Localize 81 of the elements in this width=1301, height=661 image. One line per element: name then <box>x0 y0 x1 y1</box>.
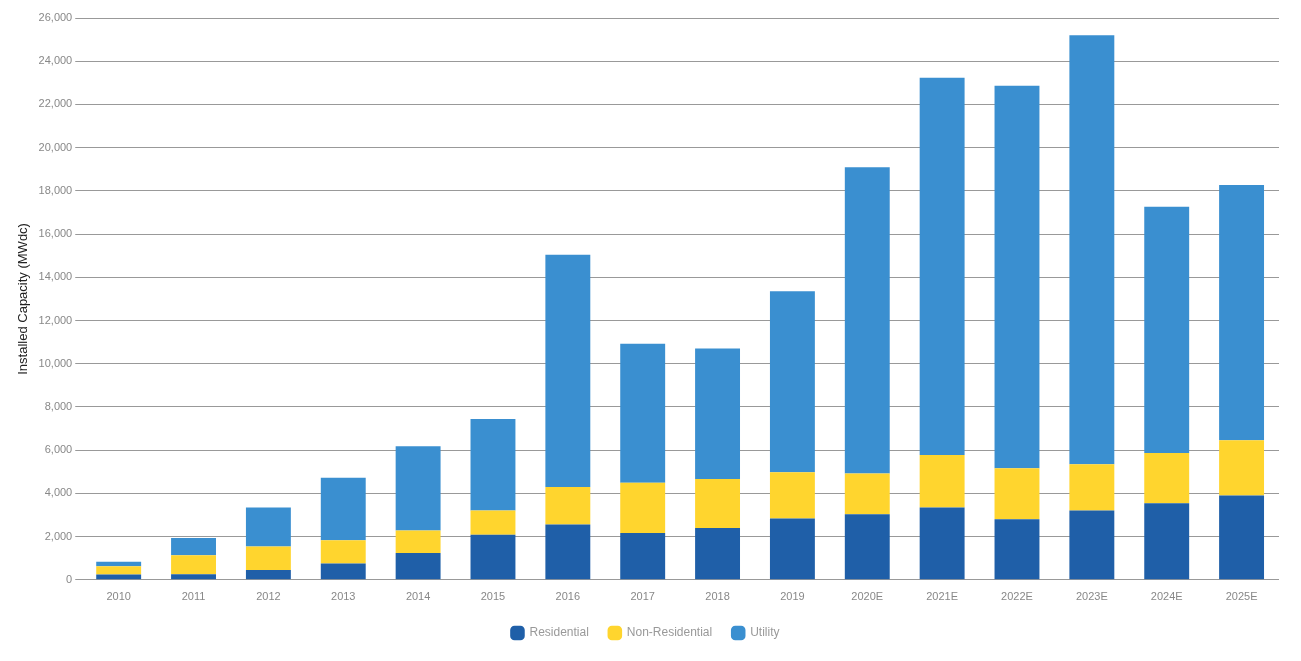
x-tick-label: 2020E <box>851 590 884 603</box>
bar <box>470 534 516 580</box>
bar <box>545 524 591 580</box>
y-tick-label: 6,000 <box>44 443 73 456</box>
x-tick-label: 2011 <box>181 590 206 603</box>
x-tick-label: 2018 <box>705 590 730 603</box>
legend-label: Utility <box>750 625 780 640</box>
x-tick-label: 2010 <box>106 590 131 603</box>
bar <box>994 519 1040 580</box>
bar <box>844 514 890 580</box>
y-tick-label: 14,000 <box>38 270 73 283</box>
bar <box>245 570 291 580</box>
bar <box>1069 464 1115 511</box>
x-tick-label: 2022E <box>1001 590 1033 603</box>
x-tick-label: 2015 <box>480 590 506 603</box>
bar <box>994 85 1040 469</box>
bar <box>320 477 366 541</box>
bar <box>620 482 666 533</box>
y-tick-label: 26,000 <box>38 11 73 24</box>
bar <box>470 510 516 535</box>
bar <box>695 527 741 580</box>
bar <box>994 468 1040 520</box>
y-tick-label: 2,000 <box>44 529 73 542</box>
y-axis-title: Installed Capacity (MWdc) <box>15 223 31 375</box>
bar <box>1219 185 1265 441</box>
y-tick-label: 18,000 <box>38 183 73 196</box>
bar <box>769 518 815 580</box>
bar <box>545 487 591 525</box>
bar <box>96 566 142 575</box>
bar <box>171 574 216 580</box>
y-tick-label: 10,000 <box>38 356 73 369</box>
bar <box>1219 495 1265 580</box>
x-tick-label: 2012 <box>256 590 281 603</box>
bar <box>545 254 591 488</box>
x-tick-label: 2021E <box>926 590 959 603</box>
bar <box>844 167 890 474</box>
y-tick-label: 24,000 <box>38 54 73 67</box>
bar <box>1219 440 1265 496</box>
x-tick-label: 2013 <box>331 590 356 603</box>
y-tick-label: 20,000 <box>38 140 73 153</box>
bar <box>96 561 142 567</box>
bar <box>320 540 366 564</box>
bar <box>695 479 741 528</box>
bar <box>620 343 666 483</box>
y-tick-label: 16,000 <box>38 227 73 240</box>
bar <box>395 553 441 580</box>
bar <box>1069 510 1115 580</box>
bar <box>171 555 216 575</box>
x-tick-label: 2017 <box>630 590 655 603</box>
bar <box>695 348 741 480</box>
bar <box>919 455 965 508</box>
legend-label: Non-Residential <box>626 625 713 640</box>
bar <box>1144 206 1190 453</box>
bar <box>171 538 216 556</box>
bar <box>919 507 965 580</box>
legend-label: Residential <box>529 625 589 640</box>
bar <box>395 530 441 554</box>
bar <box>395 446 441 531</box>
bar <box>245 546 291 571</box>
bar <box>769 291 815 473</box>
x-tick-label: 2019 <box>780 590 805 603</box>
y-tick-label: 4,000 <box>44 486 73 499</box>
bar <box>1144 503 1190 580</box>
bar <box>769 472 815 519</box>
y-tick-label: 22,000 <box>38 97 73 110</box>
y-tick-label: 8,000 <box>44 399 73 412</box>
bar <box>1069 35 1115 465</box>
bar <box>320 563 366 580</box>
bar <box>620 532 666 580</box>
y-tick-label: 12,000 <box>38 313 73 326</box>
bar <box>919 77 965 456</box>
x-tick-label: 2023E <box>1075 590 1108 603</box>
y-tick-label: 0 <box>66 572 73 585</box>
bar <box>1144 452 1190 504</box>
bar <box>245 507 291 547</box>
bar <box>844 473 890 515</box>
x-tick-label: 2016 <box>555 590 581 603</box>
x-tick-label: 2024E <box>1150 590 1183 603</box>
bar <box>470 419 516 511</box>
x-tick-label: 2025E <box>1225 590 1258 603</box>
x-tick-label: 2014 <box>405 590 431 603</box>
